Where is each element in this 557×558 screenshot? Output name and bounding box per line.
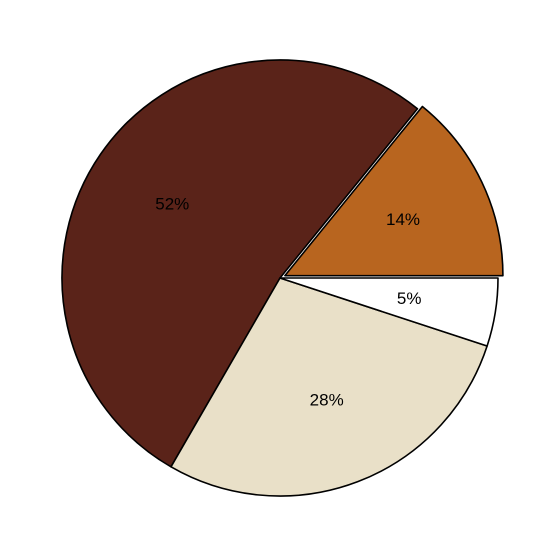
pie-slice-1 [284, 105, 504, 277]
pie-slices [61, 59, 504, 497]
slice-label-3: 28% [310, 391, 344, 410]
slice-label-2: 52% [155, 194, 189, 213]
pie-labels: 14% 52% 28% 5% [155, 194, 421, 409]
pie-slice-2 [61, 59, 419, 468]
pie-slice-3 [170, 277, 488, 497]
pie-slice-4 [279, 277, 499, 347]
slice-label-4: 5% [397, 289, 422, 308]
slice-label-1: 14% [386, 210, 420, 229]
